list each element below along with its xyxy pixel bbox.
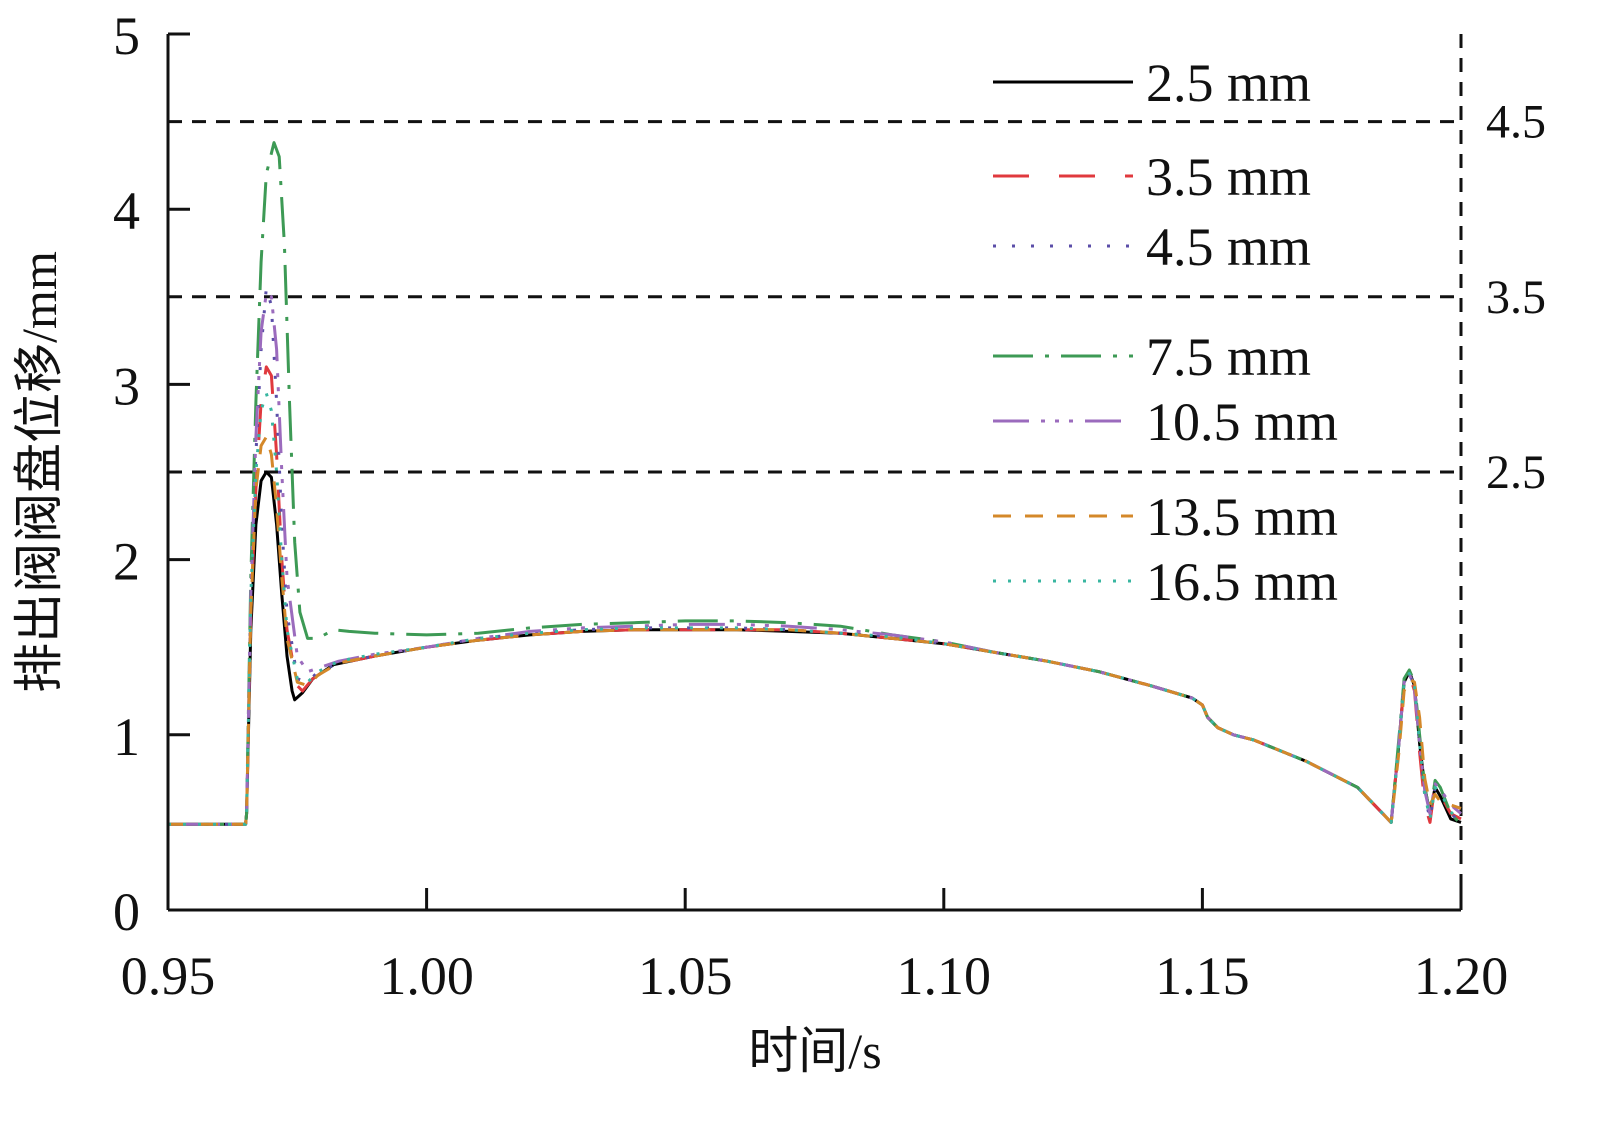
x-tick-label: 1.20 xyxy=(1414,946,1509,1006)
series-line xyxy=(168,435,1462,826)
x-tick-label: 1.05 xyxy=(638,946,733,1006)
y-tick-label: 5 xyxy=(113,6,140,66)
y-tick-label: 1 xyxy=(113,707,140,767)
legend-label: 10.5 mm xyxy=(1146,392,1338,452)
legend-label: 2.5 mm xyxy=(1146,53,1311,113)
axes xyxy=(166,34,1461,912)
legend-label: 16.5 mm xyxy=(1146,552,1338,612)
y-tick-label: 3 xyxy=(113,356,140,416)
reference-line-label: 2.5 xyxy=(1486,446,1546,499)
y-axis-title: 排出阀阀盘位移/mm xyxy=(11,251,67,693)
y-tick-label: 4 xyxy=(113,181,140,241)
y-tick-label: 0 xyxy=(113,882,140,942)
reference-lines: 4.5 3.5 2.5 xyxy=(168,34,1546,910)
x-tick-label: 0.95 xyxy=(121,946,216,1006)
legend-label: 7.5 mm xyxy=(1146,327,1311,387)
y-tick-label: 2 xyxy=(113,532,140,592)
reference-line-label: 3.5 xyxy=(1486,271,1546,324)
legend-label: 3.5 mm xyxy=(1146,147,1311,207)
legend-label: 4.5 mm xyxy=(1146,217,1311,277)
x-axis-title: 时间/s xyxy=(748,1023,881,1079)
legend-label: 13.5 mm xyxy=(1146,487,1338,547)
x-tick-label: 1.15 xyxy=(1155,946,1250,1006)
series-line xyxy=(168,291,1462,826)
series-line xyxy=(168,141,1463,826)
x-tick-label: 1.10 xyxy=(897,946,992,1006)
x-tick-label: 1.00 xyxy=(379,946,474,1006)
reference-line-label: 4.5 xyxy=(1486,96,1546,149)
ticks: 0.95 1.00 1.05 1.10 1.15 1.20 0 1 2 3 4 5 xyxy=(113,6,1508,1006)
series-layer xyxy=(168,141,1463,826)
